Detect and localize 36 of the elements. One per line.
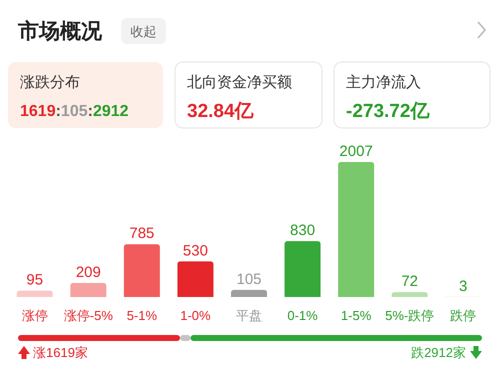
x-tick-label: 涨停-5% [64, 308, 114, 323]
x-tick-label: 5-1% [126, 308, 158, 323]
bar [177, 261, 214, 297]
data-label: 72 [401, 273, 418, 290]
data-label: 105 [236, 270, 262, 288]
text: 市场概况 [17, 19, 103, 43]
bar [284, 241, 321, 297]
text: -273.72亿 [346, 101, 430, 122]
text: 收起 [130, 24, 156, 39]
data-label: 95 [26, 272, 44, 289]
x-tick-label: 5%-跌停 [385, 308, 434, 323]
text: 北向资金净买额 [187, 74, 292, 91]
x-tick-label: 平盘 [236, 308, 262, 323]
text: 1619:105:2912 [20, 103, 129, 120]
text: 涨跌分布 [20, 74, 80, 91]
x-tick-label: 跌停 [450, 308, 476, 323]
bar [392, 292, 428, 297]
x-tick-label: 1-5% [340, 308, 372, 323]
text: 32.84亿 [187, 101, 255, 122]
bar [338, 162, 374, 297]
data-label: 跌2912家 [411, 345, 466, 360]
data-label: 涨1619家 [33, 345, 88, 360]
data-label: 3 [459, 278, 468, 295]
data-label: 2007 [339, 143, 373, 160]
data-label: 530 [182, 242, 208, 260]
text: 主力净流入 [346, 74, 421, 91]
bar [16, 290, 53, 297]
x-tick-label: 0-1% [287, 308, 318, 323]
bar [70, 282, 106, 297]
data-label: 209 [76, 264, 101, 281]
x-tick-label: 1-0% [180, 308, 212, 323]
bar [124, 244, 160, 297]
data-label: 785 [129, 225, 154, 242]
bar [231, 290, 267, 297]
data-label: 830 [290, 222, 316, 240]
x-tick-label: 涨停 [22, 308, 48, 323]
